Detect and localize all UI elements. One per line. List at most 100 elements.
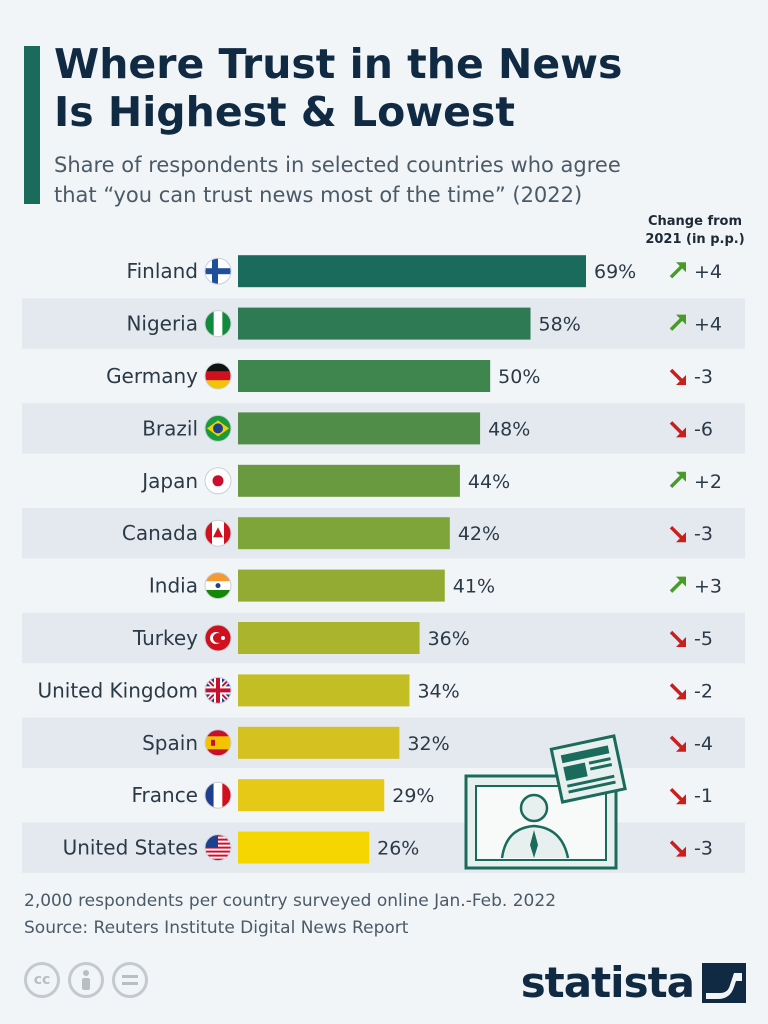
trend-down-arrow-icon	[669, 368, 686, 385]
flag-spain-icon	[205, 729, 231, 756]
trend-down-arrow-icon	[669, 525, 686, 543]
flag-border	[204, 624, 232, 652]
value-label: 50%	[498, 366, 540, 388]
bar	[238, 360, 491, 392]
change-header-line-1: Change from	[647, 214, 742, 229]
trend-up-arrow-icon	[669, 314, 686, 331]
category-label: Finland	[127, 259, 198, 283]
flag-part	[222, 782, 231, 809]
value-label: 48%	[488, 418, 530, 440]
flag-border	[204, 676, 232, 704]
noderivs-icon[interactable]	[112, 962, 148, 998]
bar	[238, 517, 450, 550]
trend-up-arrow-icon	[669, 576, 686, 593]
flag-border	[204, 572, 232, 600]
flag-united-states-icon	[205, 834, 231, 861]
flag-part	[212, 258, 218, 285]
category-label: United Kingdom	[37, 678, 198, 702]
value-label: 41%	[453, 576, 495, 598]
bar	[238, 255, 586, 288]
change-value: -5	[694, 628, 713, 650]
subtitle-line-1: Share of respondents in selected countri…	[54, 153, 621, 177]
source-note: Source: Reuters Institute Digital News R…	[24, 918, 409, 938]
change-value: -6	[694, 418, 713, 440]
value-label: 26%	[377, 838, 419, 860]
flag-india-icon	[205, 572, 231, 599]
chart-row: India 41% +3	[149, 569, 722, 602]
arrow-head	[676, 794, 686, 805]
chart-row: Turkey 36% -5	[22, 612, 745, 664]
category-label: United States	[63, 836, 198, 860]
category-label: Canada	[122, 521, 198, 545]
statista-mark-icon	[702, 962, 746, 1003]
title-line-2: Is Highest & Lowest	[54, 88, 515, 136]
category-label: Spain	[142, 731, 198, 755]
chart-row: Finland 69% +4	[127, 255, 722, 288]
flag-part	[205, 380, 231, 389]
arrow-head	[676, 689, 686, 700]
flag-border	[204, 310, 232, 338]
arrow-head	[676, 846, 686, 857]
bar	[238, 726, 400, 759]
chart-row: Japan 44% +2	[140, 464, 722, 497]
category-label: Brazil	[142, 416, 198, 440]
survey-note: 2,000 respondents per country surveyed o…	[24, 891, 557, 911]
flag-part	[213, 527, 223, 538]
change-value: -2	[694, 680, 713, 702]
trend-down-arrow-icon	[669, 421, 686, 438]
trend-down-arrow-icon	[669, 787, 686, 805]
cc-icon[interactable]: cc	[24, 962, 60, 998]
trend-down-arrow-icon	[669, 683, 686, 700]
chart-row: Brazil 48% -6	[22, 403, 745, 454]
flag-nigeria-icon	[205, 310, 231, 337]
statista-logo[interactable]: statista	[521, 958, 746, 1007]
flag-border	[204, 257, 232, 285]
bar	[238, 464, 460, 497]
flag-part	[213, 633, 223, 643]
change-header-line-2: 2021 (in p.p.)	[645, 232, 745, 247]
flag-part	[215, 583, 221, 589]
chart-row: United States 26% -3	[22, 822, 745, 873]
logo-text: statista	[520, 958, 695, 1007]
bar	[238, 674, 410, 707]
flag-part	[205, 858, 231, 861]
flag-border	[204, 467, 232, 495]
bar	[238, 307, 531, 340]
change-value: +3	[694, 576, 722, 598]
attribution-icon[interactable]	[68, 962, 104, 998]
flag-part	[212, 475, 224, 487]
value-label: 69%	[594, 261, 636, 283]
flag-border	[204, 519, 232, 547]
change-value: +4	[694, 261, 722, 283]
page-title: Where Trust in the News Is Highest & Low…	[54, 40, 744, 136]
category-label: Nigeria	[126, 312, 198, 336]
flag-part	[211, 739, 215, 746]
flag-border	[204, 362, 232, 390]
flag-part	[205, 371, 231, 381]
flag-canada-icon	[205, 520, 231, 547]
flag-border	[204, 834, 232, 862]
row-band	[22, 822, 745, 873]
category-label: India	[149, 574, 198, 598]
chart-row: Nigeria 58% +4	[22, 298, 745, 349]
arrow-head	[676, 637, 686, 647]
bar	[238, 779, 385, 812]
change-value: -3	[694, 366, 713, 388]
trend-up-arrow-icon	[669, 262, 686, 279]
change-column-header: Change from 2021 (in p.p.)	[640, 213, 750, 249]
trend-down-arrow-icon	[669, 735, 686, 752]
flag-brazil-icon	[205, 415, 231, 442]
flag-part	[205, 736, 231, 750]
flag-part	[205, 520, 212, 547]
license-icons: cc	[24, 962, 148, 998]
value-label: 42%	[458, 523, 500, 545]
flag-germany-icon	[205, 363, 231, 389]
flag-part	[205, 850, 231, 853]
value-label: 32%	[407, 733, 449, 755]
chart-row: Canada 42% -3	[22, 508, 745, 559]
flag-part	[205, 782, 214, 809]
chart-row: United Kingdom 34% -2	[37, 674, 713, 707]
bar	[238, 831, 370, 864]
accent-bar	[24, 46, 40, 204]
